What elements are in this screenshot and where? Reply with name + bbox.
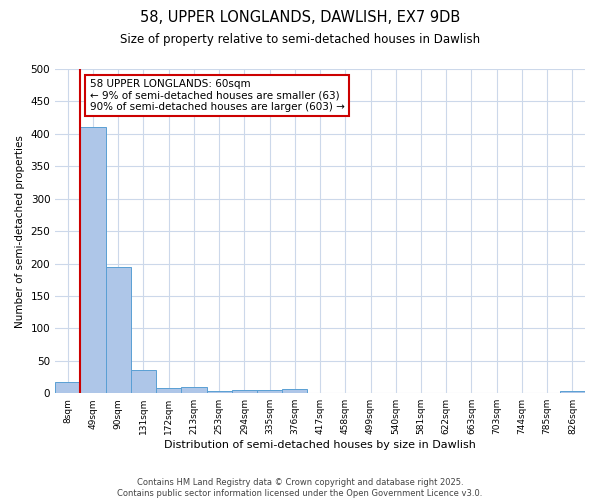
Bar xyxy=(257,390,282,393)
Text: 58 UPPER LONGLANDS: 60sqm
← 9% of semi-detached houses are smaller (63)
90% of s: 58 UPPER LONGLANDS: 60sqm ← 9% of semi-d… xyxy=(89,78,344,112)
Bar xyxy=(181,386,206,393)
Bar xyxy=(80,128,106,393)
Bar xyxy=(206,392,232,393)
Bar xyxy=(560,390,585,393)
Bar xyxy=(156,388,181,393)
X-axis label: Distribution of semi-detached houses by size in Dawlish: Distribution of semi-detached houses by … xyxy=(164,440,476,450)
Text: Size of property relative to semi-detached houses in Dawlish: Size of property relative to semi-detach… xyxy=(120,32,480,46)
Y-axis label: Number of semi-detached properties: Number of semi-detached properties xyxy=(15,134,25,328)
Bar xyxy=(282,390,307,393)
Bar xyxy=(106,267,131,393)
Bar xyxy=(131,370,156,393)
Bar xyxy=(55,382,80,393)
Bar xyxy=(232,390,257,393)
Text: 58, UPPER LONGLANDS, DAWLISH, EX7 9DB: 58, UPPER LONGLANDS, DAWLISH, EX7 9DB xyxy=(140,10,460,25)
Text: Contains HM Land Registry data © Crown copyright and database right 2025.
Contai: Contains HM Land Registry data © Crown c… xyxy=(118,478,482,498)
